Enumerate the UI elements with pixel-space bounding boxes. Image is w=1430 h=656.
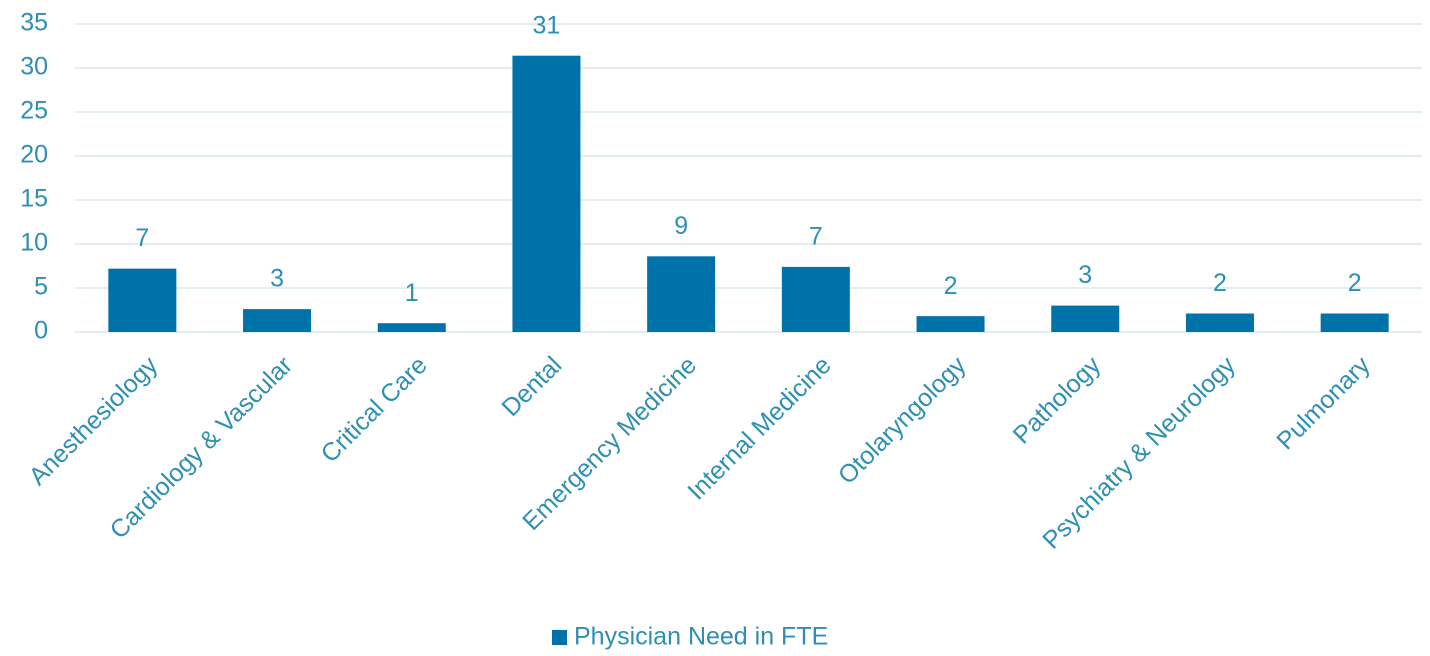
y-tick-label: 20: [20, 141, 48, 169]
x-tick-label: Pulmonary: [1271, 351, 1376, 456]
y-tick-label: 35: [20, 9, 48, 37]
bar: [1185, 313, 1254, 332]
x-tick-label: Anesthesiology: [24, 351, 164, 491]
y-tick-label: 25: [20, 97, 48, 125]
y-tick-label: 5: [34, 273, 48, 301]
bar: [377, 323, 446, 332]
data-label: 2: [1213, 269, 1227, 297]
y-tick-label: 0: [34, 317, 48, 345]
y-tick-label: 10: [20, 229, 48, 257]
data-label: 2: [944, 272, 958, 300]
y-tick-label: 30: [20, 53, 48, 81]
data-label: 2: [1348, 269, 1362, 297]
data-label: 7: [135, 224, 149, 252]
data-label: 3: [270, 265, 284, 293]
data-label: 31: [533, 11, 561, 39]
x-tick-label: Dental: [496, 351, 567, 422]
x-tick-label: Otolaryngology: [833, 351, 972, 490]
data-label: 1: [405, 279, 419, 307]
x-tick-label: Internal Medicine: [682, 351, 836, 505]
x-tick-label: Critical Care: [316, 351, 433, 468]
bar: [781, 266, 850, 332]
x-tick-label: Pathology: [1008, 351, 1107, 450]
bar: [1320, 313, 1389, 332]
bar: [916, 316, 985, 332]
y-tick-label: 15: [20, 185, 48, 213]
bar: [512, 55, 581, 333]
data-label: 7: [809, 222, 823, 250]
data-label: 3: [1078, 261, 1092, 289]
bar: [1051, 305, 1120, 332]
data-label: 9: [674, 212, 688, 240]
bar: [647, 256, 716, 332]
legend-label: Physician Need in FTE: [574, 623, 828, 651]
bar: [243, 309, 312, 332]
bar: [108, 268, 177, 332]
legend-swatch: [552, 630, 567, 645]
